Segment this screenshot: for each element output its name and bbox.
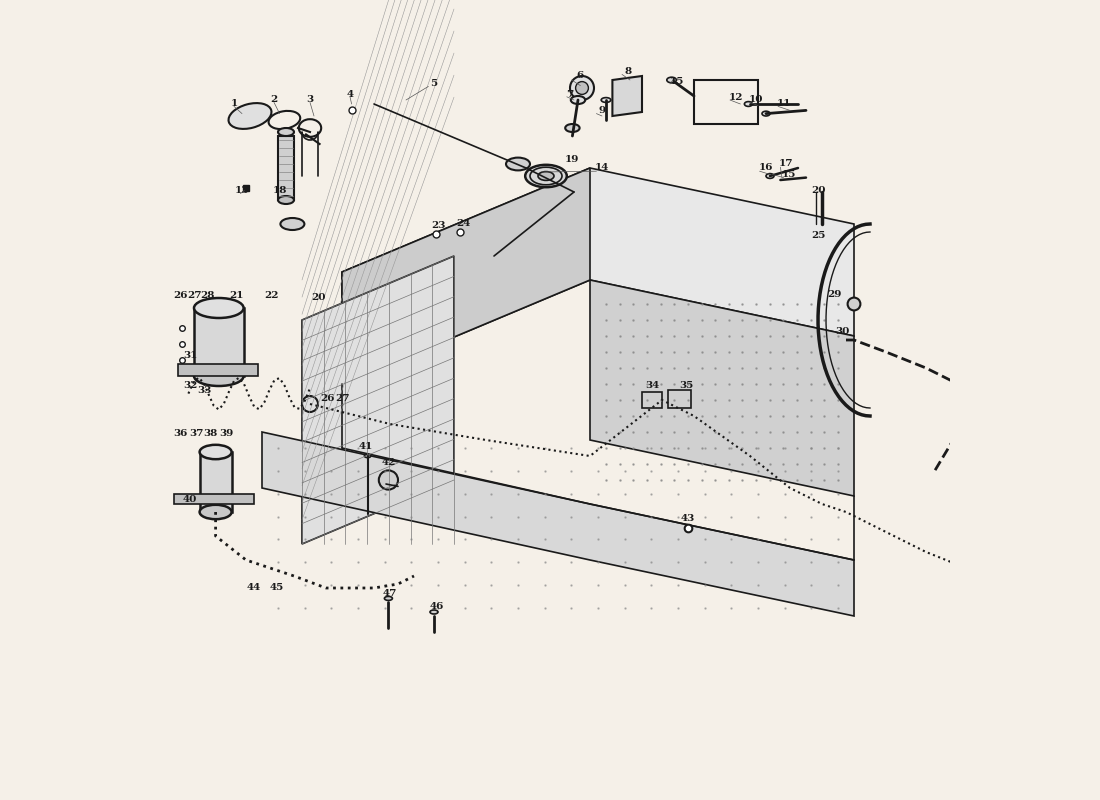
Text: 17: 17 (779, 159, 793, 169)
Text: 46: 46 (429, 602, 443, 611)
Text: 3: 3 (307, 95, 314, 105)
Text: 20: 20 (310, 293, 326, 302)
Text: 13: 13 (234, 186, 250, 195)
Polygon shape (342, 168, 590, 384)
Ellipse shape (278, 196, 294, 204)
Text: 19: 19 (564, 155, 579, 165)
Bar (174, 494, 254, 504)
Bar (278, 136, 294, 200)
Polygon shape (184, 368, 254, 372)
Text: 36: 36 (173, 429, 188, 438)
Ellipse shape (565, 124, 580, 132)
Circle shape (848, 298, 860, 310)
Text: 20: 20 (812, 186, 826, 195)
Text: 15: 15 (669, 77, 683, 86)
Text: 21: 21 (229, 291, 244, 301)
Circle shape (378, 470, 398, 490)
Text: 2: 2 (271, 95, 277, 105)
Text: 1: 1 (230, 99, 238, 109)
Ellipse shape (199, 445, 232, 459)
Ellipse shape (194, 298, 243, 318)
Text: 28: 28 (200, 291, 214, 301)
Text: 33: 33 (197, 386, 211, 395)
Text: 38: 38 (202, 429, 217, 438)
Text: 43: 43 (681, 514, 695, 523)
Text: 31: 31 (183, 351, 197, 361)
Text: 11: 11 (777, 99, 792, 109)
Text: 34: 34 (646, 381, 660, 390)
Text: 4: 4 (346, 90, 353, 99)
Text: 14: 14 (595, 163, 609, 173)
Text: 41: 41 (359, 442, 373, 451)
Ellipse shape (745, 102, 752, 106)
Text: 32: 32 (183, 381, 197, 390)
Bar (669, 390, 691, 408)
Text: 5: 5 (430, 79, 438, 89)
Ellipse shape (766, 174, 774, 178)
Ellipse shape (280, 218, 305, 230)
Text: 44: 44 (246, 583, 261, 593)
Ellipse shape (762, 111, 770, 116)
Circle shape (570, 76, 594, 100)
Text: 24: 24 (456, 219, 471, 229)
Text: 39: 39 (219, 429, 233, 438)
Ellipse shape (667, 78, 676, 82)
Text: 7: 7 (566, 90, 573, 99)
Ellipse shape (199, 505, 232, 519)
Text: 27: 27 (334, 394, 350, 403)
Ellipse shape (525, 165, 566, 187)
Circle shape (575, 82, 589, 94)
Text: 23: 23 (431, 221, 446, 230)
Bar (642, 392, 662, 408)
Ellipse shape (430, 610, 438, 614)
Text: 18: 18 (273, 186, 287, 195)
Text: 15: 15 (781, 170, 795, 179)
Text: 26: 26 (320, 394, 334, 403)
Polygon shape (262, 432, 854, 616)
Ellipse shape (278, 128, 294, 136)
Polygon shape (590, 280, 854, 496)
Text: 10: 10 (749, 95, 763, 105)
Text: 37: 37 (189, 429, 204, 438)
Polygon shape (613, 76, 642, 116)
Ellipse shape (384, 596, 393, 600)
Ellipse shape (229, 103, 272, 129)
Ellipse shape (538, 171, 554, 180)
Text: 45: 45 (270, 583, 284, 593)
Text: 22: 22 (264, 291, 279, 301)
Text: 16: 16 (759, 163, 773, 173)
Ellipse shape (194, 366, 243, 386)
Bar (199, 452, 232, 512)
Ellipse shape (571, 96, 585, 104)
Polygon shape (342, 168, 854, 384)
Text: 42: 42 (382, 458, 396, 467)
Bar (178, 364, 258, 376)
Polygon shape (302, 256, 454, 544)
Text: 6: 6 (576, 71, 584, 81)
Text: 40: 40 (183, 495, 197, 505)
Text: 8: 8 (625, 67, 632, 77)
Text: 35: 35 (679, 381, 693, 390)
Ellipse shape (364, 454, 371, 458)
Text: 29: 29 (827, 290, 842, 299)
Text: 9: 9 (598, 106, 606, 115)
Text: 25: 25 (811, 231, 825, 241)
Text: 12: 12 (729, 93, 744, 102)
Text: 27: 27 (187, 291, 201, 301)
Ellipse shape (506, 158, 530, 170)
Ellipse shape (602, 98, 610, 102)
Text: 47: 47 (383, 589, 397, 598)
Text: 30: 30 (835, 327, 849, 337)
Text: 26: 26 (173, 291, 188, 301)
Bar (194, 308, 243, 376)
